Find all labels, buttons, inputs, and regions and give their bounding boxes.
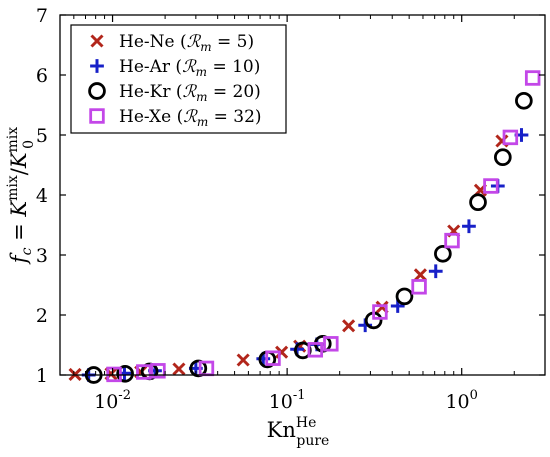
legend-param-sub: m: [197, 115, 208, 129]
y-label-k0-sub: 0: [21, 140, 37, 149]
legend-param-value: = 32): [208, 107, 261, 127]
legend-param-value: = 10): [207, 57, 260, 77]
y-label-slash: /: [7, 167, 31, 175]
legend-item: He-Ar (ℛm = 10): [90, 57, 260, 79]
y-tick-label: 1: [36, 365, 48, 387]
data-point: [189, 359, 208, 378]
data-point: [483, 178, 499, 194]
legend-marker: [90, 34, 104, 48]
data-point: [342, 319, 356, 333]
data-point: [515, 91, 533, 110]
legend-series-name: He-Ne (: [119, 32, 187, 52]
legend-label: He-Ar (ℛm = 10): [119, 57, 260, 79]
legend-series-name: He-Ar (: [119, 57, 182, 77]
legend-item: He-Kr (ℛm = 20): [88, 82, 261, 104]
x-tick-label: 100: [445, 388, 477, 413]
legend-marker: [90, 59, 104, 73]
x-tick-label: 10-2: [94, 388, 131, 413]
data-point: [150, 363, 166, 379]
plot-marks: [68, 70, 541, 384]
x-axis-label-sup: He: [296, 415, 317, 431]
legend-param-sub: m: [196, 65, 207, 79]
legend-param-symbol: ℛ: [183, 82, 198, 102]
legend-marker: [89, 108, 105, 124]
legend-param-symbol: ℛ: [187, 32, 202, 52]
data-point: [307, 342, 324, 358]
y-label-k-mix: mix: [5, 175, 21, 201]
legend-param-sub: m: [200, 40, 211, 54]
y-tick-label: 7: [36, 5, 48, 27]
data-point: [413, 268, 427, 282]
data-point: [469, 193, 487, 212]
y-label-k0-mix: mix: [5, 127, 21, 153]
y-tick-label: 3: [36, 245, 48, 267]
legend-series-name: He-Kr (: [119, 82, 183, 102]
legend-param-symbol: ℛ: [183, 107, 198, 127]
legend-param-sub: m: [196, 90, 207, 104]
legend-param-value: = 20): [207, 82, 260, 102]
y-label-f-sub: c: [19, 247, 35, 255]
y-tick-label: 2: [36, 305, 48, 327]
x-tick-exponent: -1: [293, 388, 306, 403]
legend-param-symbol: ℛ: [182, 57, 197, 77]
data-point: [172, 362, 186, 376]
y-label-k0: K: [7, 151, 31, 169]
data-point: [444, 232, 460, 249]
x-tick-exponent: 0: [470, 388, 478, 403]
data-point: [265, 350, 281, 366]
y-label-k: K: [7, 200, 31, 218]
legend-param-value: = 5): [212, 32, 255, 52]
legend-label: He-Ne (ℛm = 5): [119, 32, 254, 54]
data-point: [395, 287, 414, 306]
legend: He-Ne (ℛm = 5)He-Ar (ℛm = 10)He-Kr (ℛm =…: [70, 24, 287, 134]
x-tick-base: 10: [445, 391, 469, 413]
data-point: [502, 129, 519, 146]
y-axis-label: fc = Kmix/Kmix0: [5, 127, 37, 265]
x-axis-label-sub: pure: [296, 433, 329, 449]
data-point: [116, 364, 134, 383]
data-point: [462, 219, 476, 234]
data-point: [136, 364, 152, 380]
data-point: [428, 264, 443, 279]
y-tick-label: 6: [36, 65, 48, 87]
x-axis-label-base: Kn: [267, 418, 296, 442]
x-tick-label: 10-1: [269, 388, 306, 413]
x-tick-base: 10: [269, 391, 293, 413]
legend-label: He-Xe (ℛm = 32): [119, 107, 262, 129]
data-point: [434, 244, 452, 263]
legend-label: He-Kr (ℛm = 20): [119, 82, 261, 104]
legend-item: He-Ne (ℛm = 5): [90, 32, 254, 54]
data-point: [411, 279, 427, 295]
data-point: [236, 353, 250, 367]
legend-box: [70, 24, 287, 134]
x-tick-base: 10: [94, 391, 118, 413]
data-point: [493, 148, 512, 167]
y-tick-label: 5: [36, 125, 48, 147]
y-tick-label: 4: [36, 185, 48, 207]
legend-series-name: He-Xe (: [119, 107, 183, 127]
y-label-f: f: [7, 252, 31, 265]
data-point: [524, 70, 541, 86]
y-label-equals: =: [7, 217, 31, 248]
data-point: [323, 336, 339, 352]
legend-item: He-Xe (ℛm = 32): [89, 107, 262, 129]
data-point: [372, 304, 388, 320]
x-tick-exponent: -2: [118, 388, 131, 403]
x-axis-label: KnHe pure: [267, 415, 330, 449]
legend-marker: [88, 82, 106, 100]
